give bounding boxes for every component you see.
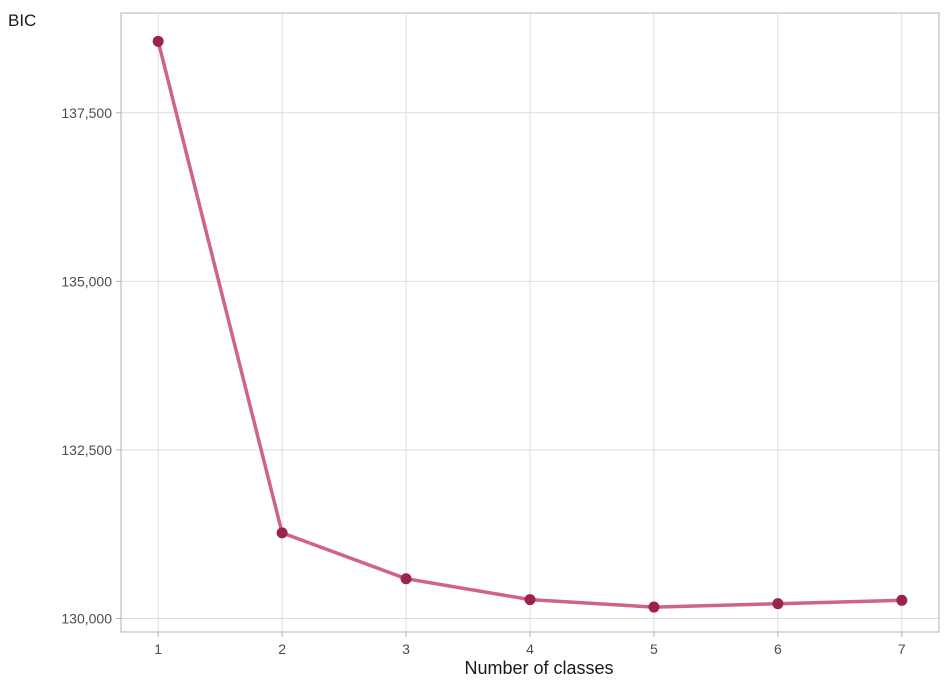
x-tick-label: 6 — [774, 641, 782, 657]
data-point — [772, 598, 784, 610]
data-point — [276, 527, 288, 539]
y-axis-title: BIC — [8, 11, 36, 30]
data-point — [524, 594, 536, 606]
data-point — [648, 601, 660, 613]
x-axis-ticks: 1 2 3 4 5 6 7 — [154, 632, 906, 657]
x-tick-label: 5 — [650, 641, 658, 657]
x-tick-label: 1 — [154, 641, 162, 657]
x-tick-label: 7 — [898, 641, 906, 657]
data-points — [152, 35, 908, 613]
y-tick-label: 132,500 — [61, 442, 112, 458]
x-axis-title: Number of classes — [464, 658, 613, 678]
y-axis-ticks: 130,000 132,500 135,000 137,500 — [61, 105, 121, 627]
grid-lines — [121, 13, 939, 632]
y-tick-label: 130,000 — [61, 611, 112, 627]
x-tick-label: 3 — [402, 641, 410, 657]
x-tick-label: 4 — [526, 641, 534, 657]
data-point — [400, 573, 412, 585]
data-point — [152, 35, 164, 47]
data-point — [896, 594, 908, 606]
x-tick-label: 2 — [278, 641, 286, 657]
y-tick-label: 135,000 — [61, 273, 112, 289]
y-tick-label: 137,500 — [61, 105, 112, 121]
